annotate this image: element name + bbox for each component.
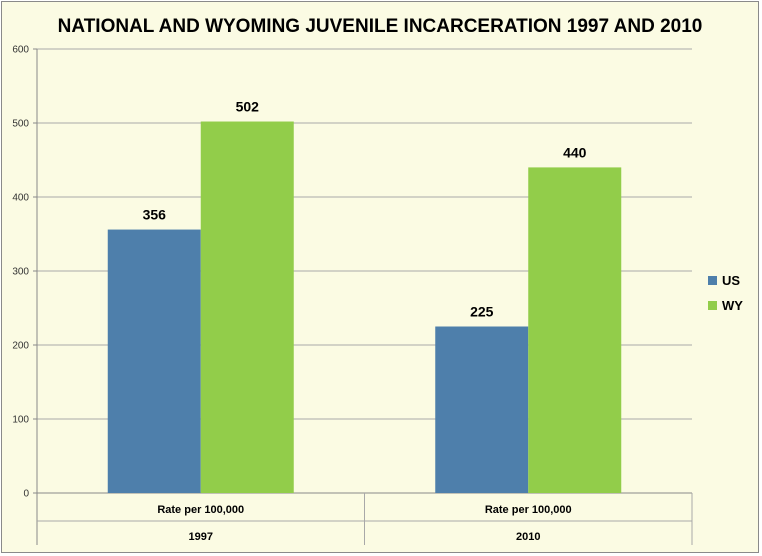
category-year-label: 2010	[516, 531, 540, 543]
bar-value-label: 440	[563, 144, 587, 160]
legend-label-wy: WY	[722, 298, 743, 313]
category-year-label: 1997	[189, 531, 213, 543]
bar-us-2010	[435, 326, 529, 493]
legend-label-us: US	[722, 273, 740, 288]
legend-swatch-us	[708, 276, 717, 285]
y-tick-label: 600	[12, 45, 29, 56]
y-tick-label: 100	[12, 415, 29, 426]
y-axis-ticks: 0 100 200 300 400 500 600	[12, 45, 37, 500]
bar-value-label: 356	[143, 207, 167, 223]
category-measure-label: Rate per 100,000	[157, 504, 244, 516]
y-tick-label: 300	[12, 267, 29, 278]
y-tick-label: 200	[12, 341, 29, 352]
bar-us-1997	[107, 229, 201, 493]
legend: US WY	[708, 273, 743, 313]
bar-value-label: 502	[236, 99, 260, 115]
y-tick-label: 400	[12, 193, 29, 204]
bars	[107, 121, 622, 494]
y-tick-label: 500	[12, 119, 29, 130]
bar-wy-2010	[528, 167, 622, 493]
legend-swatch-wy	[708, 301, 717, 310]
chart-title: NATIONAL AND WYOMING JUVENILE INCARCERAT…	[58, 16, 703, 37]
bar-wy-1997	[200, 121, 294, 494]
category-measure-label: Rate per 100,000	[485, 504, 572, 516]
bar-value-label: 225	[470, 304, 494, 320]
category-axis: Rate per 100,000 1997 Rate per 100,000 2010	[37, 493, 693, 545]
y-tick-label: 0	[23, 489, 29, 500]
bar-value-labels: 356 502 225 440	[143, 99, 587, 320]
